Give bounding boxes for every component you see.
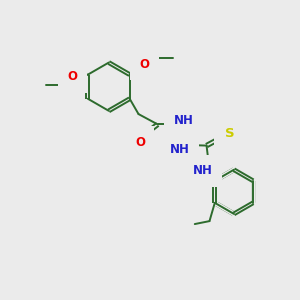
Text: O: O (139, 58, 149, 71)
Text: O: O (67, 70, 77, 83)
Text: S: S (225, 127, 234, 140)
Text: NH: NH (193, 164, 213, 177)
Text: O: O (135, 136, 145, 148)
Text: NH: NH (174, 114, 194, 127)
Text: NH: NH (170, 142, 190, 156)
